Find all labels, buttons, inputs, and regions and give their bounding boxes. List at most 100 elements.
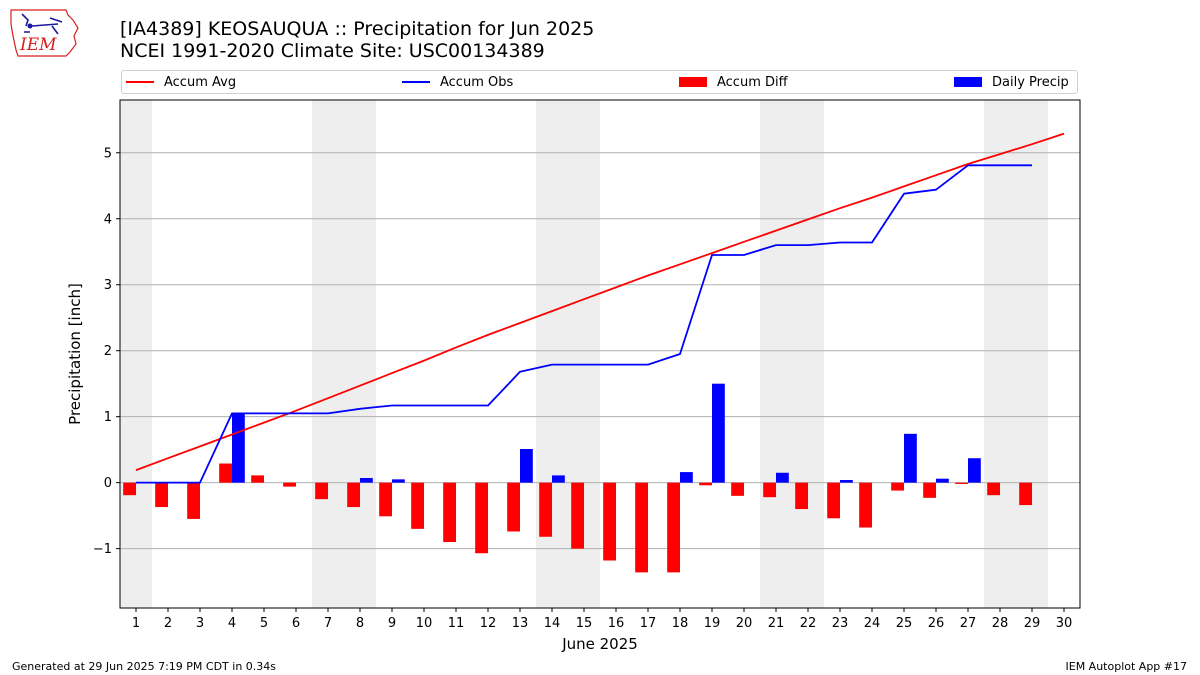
x-tick-label: 30 [1056,616,1073,631]
y-tick-label: 3 [104,278,112,293]
y-axis-ticks: −1 0 1 2 3 4 5 [93,146,120,557]
x-axis-label: June 2025 [561,635,638,653]
x-tick-label: 22 [800,616,817,631]
accum-diff-bar [795,482,808,510]
daily-precip-bar [904,433,917,483]
legend-label-daily-precip: Daily Precip [992,74,1069,90]
legend-item-accum-avg: Accum Avg [126,71,236,93]
accum-diff-bar [475,482,488,554]
y-tick-label: 2 [104,344,112,359]
x-tick-label: 16 [608,616,625,631]
daily-precip-bar [776,472,789,483]
daily-precip-bar [968,458,981,483]
x-tick-label: 11 [448,616,465,631]
chart-title: [IA4389] KEOSAUQUA :: Precipitation for … [120,18,595,40]
accum-diff-bar [379,482,392,517]
accum-diff-bar [155,482,168,508]
y-axis-label: Precipitation [inch] [66,283,84,425]
daily-precip-bar [520,449,533,483]
x-tick-label: 7 [324,616,332,631]
accum-diff-bar [731,482,744,496]
legend-label-accum-obs: Accum Obs [440,74,514,90]
accum-diff-bar [1019,482,1032,506]
accum-diff-bar [539,482,552,537]
accum-diff-bar [923,482,936,498]
legend-item-accum-obs: Accum Obs [402,71,513,93]
accum-obs-line [136,164,1032,484]
weekend-shade-day-8 [344,100,376,608]
x-tick-label: 25 [896,616,913,631]
accum-diff-bar [699,482,712,486]
accum-diff-bar [251,475,264,483]
app-label: IEM Autoplot App #17 [1065,660,1188,673]
y-tick-label: 4 [104,212,112,227]
daily-precip-bar [232,413,245,483]
x-tick-label: 9 [388,616,396,631]
x-tick-label: 21 [768,616,785,631]
accum-diff-bar [187,482,200,519]
x-tick-label: 17 [640,616,657,631]
accum-diff-bar [763,482,776,498]
gridlines [120,152,1080,550]
x-tick-label: 5 [260,616,268,631]
accum-diff-bar [315,482,328,500]
accum-diff-bar [603,482,616,561]
x-tick-label: 24 [864,616,881,631]
accum-diff-bar [955,482,968,484]
x-tick-label: 18 [672,616,689,631]
legend-swatch-daily-precip [954,77,982,87]
bars [123,383,1032,573]
accum-diff-bar [219,463,232,483]
x-tick-label: 26 [928,616,945,631]
legend-label-accum-avg: Accum Avg [164,74,237,90]
x-tick-label: 14 [544,616,561,631]
weekend-shade-day-28 [984,100,1016,608]
y-tick-label: 1 [104,410,112,425]
accum-diff-bar [827,482,840,519]
chart-subtitle: NCEI 1991-2020 Climate Site: USC00134389 [120,40,545,62]
legend-label-accum-diff: Accum Diff [717,74,788,90]
y-tick-label: 0 [104,476,112,491]
weekend-shade-day-7 [312,100,344,608]
x-tick-label: 23 [832,616,849,631]
x-tick-label: 3 [196,616,204,631]
accum-diff-bar [571,482,584,549]
accum-diff-bar [667,482,680,573]
weekend-shade-day-21 [760,100,792,608]
iem-iowa-logo-icon: IEM [10,9,79,57]
accum-diff-bar [987,482,1000,496]
x-tick-label: 13 [512,616,529,631]
accum-diff-bar [347,482,360,508]
x-tick-label: 20 [736,616,753,631]
accum-diff-bar [411,482,424,529]
x-tick-label: 29 [1024,616,1041,631]
accum-diff-bar [635,482,648,573]
accum-diff-bar [443,482,456,543]
generated-timestamp: Generated at 29 Jun 2025 7:19 PM CDT in … [12,660,277,673]
plot-frame [119,99,1081,609]
x-tick-label: 8 [356,616,364,631]
daily-precip-bar [712,383,725,483]
daily-precip-bar [392,479,405,483]
daily-precip-bar [552,475,565,483]
y-tick-label: 5 [104,146,112,161]
accum-diff-bar [283,482,296,487]
accum-diff-bar [859,482,872,528]
accum-diff-bar [891,482,904,491]
x-tick-label: 19 [704,616,721,631]
weekend-shade-day-1 [120,100,152,608]
x-tick-label: 1 [132,616,140,631]
weekend-shade-day-22 [792,100,824,608]
daily-precip-bar [840,480,853,483]
x-tick-label: 27 [960,616,977,631]
daily-precip-bar [360,478,373,483]
lines [135,132,1065,484]
weekend-shade-day-29 [1016,100,1048,608]
daily-precip-bar [680,472,693,483]
logo-text: IEM [19,35,57,55]
legend-item-accum-diff: Accum Diff [679,71,788,93]
legend-swatch-accum-obs [402,81,430,83]
y-tick-label: −1 [93,542,112,557]
daily-precip-bar [936,478,949,483]
